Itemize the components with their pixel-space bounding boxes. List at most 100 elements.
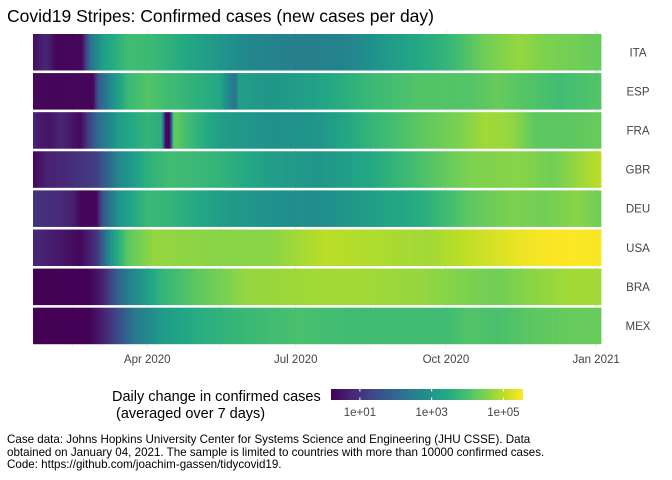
stripe-day [560,268,563,306]
stripe-day [419,190,422,227]
stripe-day [431,34,434,71]
stripe-day [362,229,365,266]
stripe-day [217,190,220,227]
stripe-day [251,307,254,345]
stripe-day [245,112,248,149]
stripe-day [473,307,476,345]
stripe-day [576,34,579,71]
stripe-day [127,112,130,149]
stripe-day [388,190,391,227]
stripe-day [289,112,292,149]
stripe-day [310,112,313,149]
stripe-day [93,190,96,227]
stripe-day [392,34,395,71]
stripe-day [295,34,298,71]
stripe-day [96,307,99,345]
stripe-day [467,268,470,306]
stripe-day [134,229,137,266]
stripe-day [215,268,218,306]
stripe-day [109,34,112,71]
stripe-day [555,112,558,149]
stripe-day [152,151,155,188]
stripe-day [256,268,259,306]
stripe-day [150,229,153,266]
stripe-day [191,307,194,345]
stripe-day [263,307,266,345]
stripe-day [574,112,577,149]
stripe-day [527,190,530,227]
stripe-day [543,268,546,306]
stripe-day [494,190,497,227]
stripe-day [308,34,311,71]
stripe-day [34,112,37,149]
stripe-day [480,34,483,71]
stripe-day [116,73,119,110]
stripe-day [201,112,204,149]
stripe-day [460,190,463,227]
stripe-day [160,151,163,188]
stripe-day [251,229,254,266]
stripe-day [160,34,163,71]
stripe-day [372,307,375,345]
stripe-day [589,229,592,266]
stripe-day [587,112,590,149]
stripe-day [470,151,473,188]
stripe-day [318,229,321,266]
stripe-day [287,151,290,188]
stripe-day [183,190,186,227]
stripe-day [42,112,45,149]
stripe-day [222,151,225,188]
stripe-day [463,307,466,345]
stripe-day [478,229,481,266]
stripe-day [223,34,226,71]
stripe-day [321,190,324,227]
stripe-day [578,229,581,266]
stripe-day [473,190,476,227]
stripe-day [317,307,320,345]
stripe-day [310,151,313,188]
stripe-day [300,307,303,345]
stripe-day [432,229,435,266]
stripe-day [325,112,328,149]
stripe-day [142,112,145,149]
stripe-day [561,151,564,188]
stripe-day [330,73,333,110]
stripe-day [254,112,258,149]
stripe-day [424,229,427,266]
stripe-day [36,190,39,227]
stripe-day [348,307,351,345]
stripe-day [75,73,78,110]
stripe-day [473,151,476,188]
stripe-day [217,229,220,266]
stripe-day [444,73,447,110]
stripe-day [416,268,419,306]
stripe-day [256,73,259,110]
stripe-day [95,151,98,188]
stripe-day [594,229,597,266]
stripe-day [175,190,178,227]
stripe-day [511,307,514,345]
stripe-day [452,190,455,227]
stripe-day [134,268,137,306]
stripe-day [400,112,403,149]
stripe-day [447,34,450,71]
stripe-day [75,268,78,306]
stripe-day [388,73,391,110]
stripe-day [281,73,284,110]
stripe-day [338,229,341,266]
stripe-day [282,34,285,71]
stripe-day [196,34,199,71]
stripe-day [80,73,83,110]
stripe-day [189,268,192,306]
stripe-day [429,307,432,345]
stripe-day [209,307,212,345]
stripe-day [272,34,275,71]
stripe-day [77,73,80,110]
stripe-day [367,112,370,149]
stripe-day [592,112,595,149]
stripe-day [459,229,462,266]
stripe-day [230,229,233,266]
stripe-day [587,190,590,227]
stripe-day [68,73,71,110]
stripe-day [227,307,230,345]
